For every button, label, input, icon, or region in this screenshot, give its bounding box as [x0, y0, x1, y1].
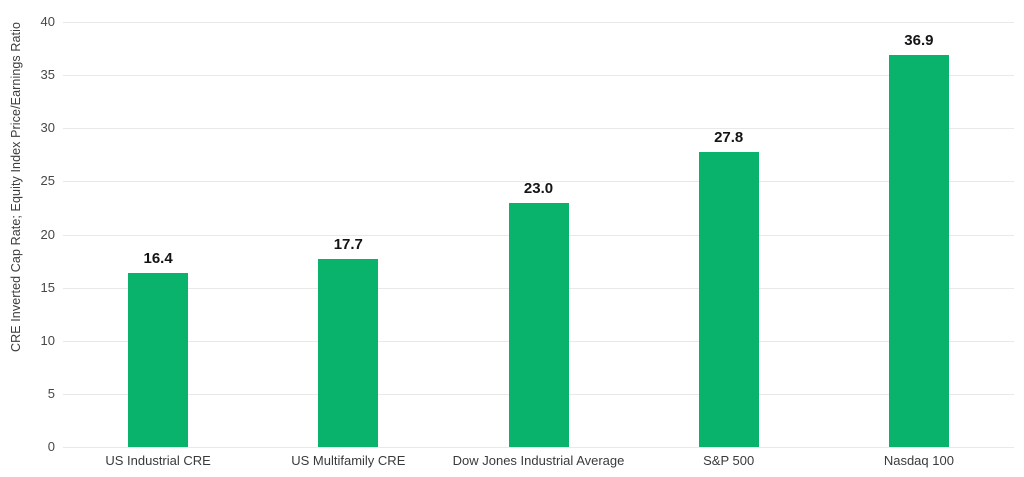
x-category-label: S&P 500	[703, 453, 755, 468]
y-tick-label: 0	[47, 439, 55, 454]
x-category-label: Nasdaq 100	[883, 453, 954, 468]
y-axis-ticks: 0 5 10 15 20 25 30 35 40	[0, 14, 55, 454]
gridline	[63, 128, 1014, 130]
y-tick-label: 25	[40, 173, 55, 189]
x-category-label: US Multifamily CRE	[291, 453, 406, 468]
y-tick-label: 20	[40, 226, 55, 242]
x-axis-labels: US Industrial CRE US Multifamily CRE Dow J…	[63, 453, 1014, 473]
bar	[128, 272, 189, 447]
gridline	[63, 447, 1014, 448]
bar-value-label: 36.9	[904, 31, 934, 49]
bar	[698, 151, 759, 447]
gridline	[63, 75, 1014, 77]
x-category-label: US Industrial CRE	[105, 453, 211, 468]
y-tick-label: 35	[40, 67, 55, 83]
y-tick-label: 10	[40, 332, 55, 348]
bar-value-label: 16.4	[143, 249, 173, 267]
bar	[888, 54, 949, 447]
x-category-label: Dow Jones Industrial Average	[452, 453, 625, 468]
y-tick-label: 15	[40, 279, 55, 295]
bar-value-label: 17.7	[333, 235, 363, 253]
bar-value-label: 23.0	[523, 179, 554, 197]
y-tick-label: 40	[40, 14, 55, 29]
bar	[318, 258, 379, 447]
y-tick-label: 5	[47, 385, 55, 401]
bar-value-label: 27.8	[714, 128, 744, 146]
plot-area: 16.4 17.7 23.0 27.8 36.9	[63, 22, 1014, 448]
gridline	[63, 181, 1014, 183]
gridline	[63, 22, 1014, 23]
y-tick-label: 30	[40, 120, 55, 136]
bar	[508, 202, 569, 447]
